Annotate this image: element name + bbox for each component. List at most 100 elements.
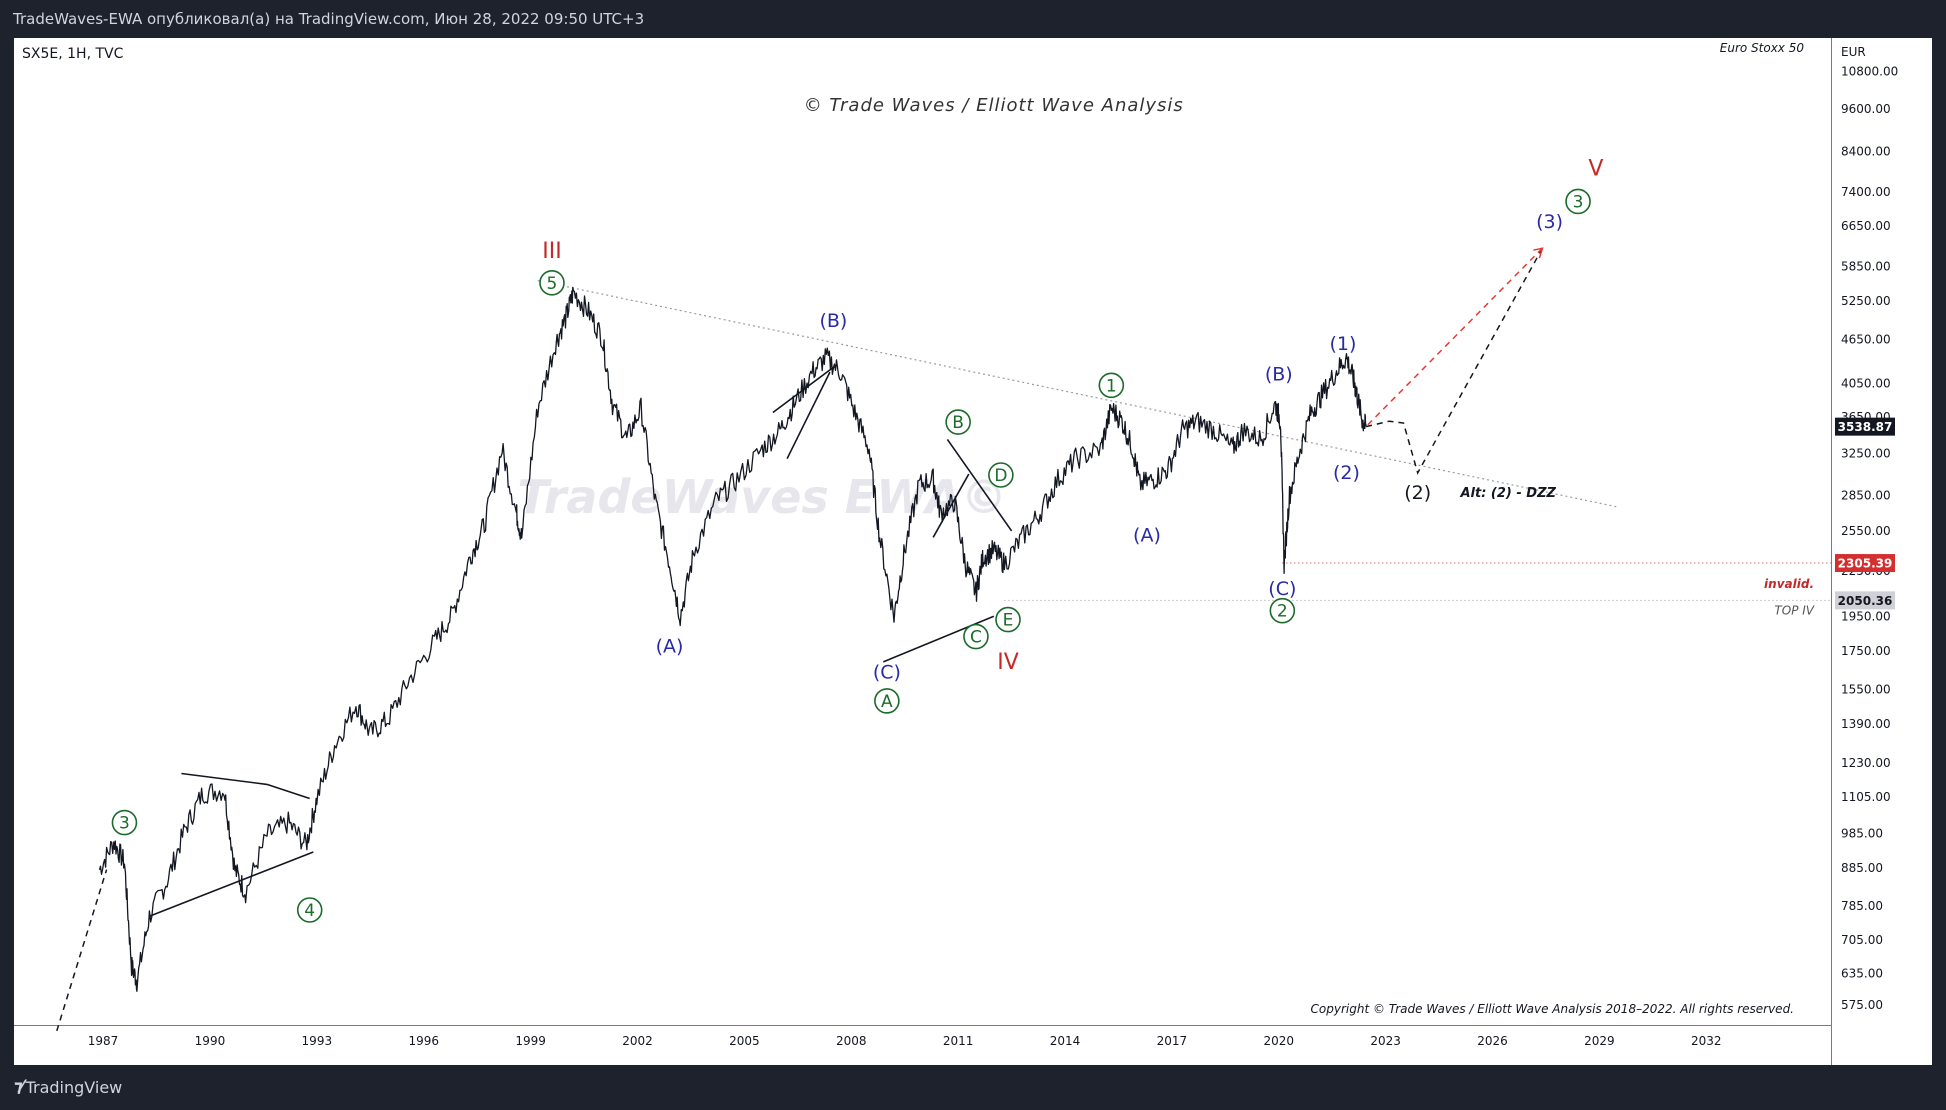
wave-label-c-14[interactable]: (C)	[1268, 578, 1296, 600]
wave-label-4-24[interactable]: 4	[304, 901, 315, 921]
publish-line: TradeWaves-EWA опубликовал(а) на Trading…	[13, 10, 645, 28]
projection-arrowhead	[1533, 247, 1544, 259]
wave-label-a-12[interactable]: (A)	[1133, 525, 1161, 547]
trendline-2[interactable]	[266, 783, 310, 800]
tradingview-logo-icon: ⁊⁄	[14, 1077, 23, 1097]
wave-label-iv-10[interactable]: IV	[997, 650, 1019, 675]
wave-label-3-23[interactable]: 3	[119, 814, 130, 834]
x-tick-label: 2005	[729, 1034, 760, 1048]
watermark: © Trade Waves / Elliott Wave Analysis	[804, 95, 1184, 116]
wave-label-c-8-circle	[963, 623, 989, 650]
projection-path-1[interactable]	[1365, 247, 1544, 475]
y-tick-label: 985.00	[1841, 827, 1883, 841]
x-tick-label: 1993	[302, 1034, 333, 1048]
y-tick-label: 3250.00	[1841, 447, 1891, 461]
wave-label-iii-0[interactable]: III	[542, 239, 561, 264]
level-caption-0: invalid.	[1764, 577, 1814, 591]
y-tick-label: 705.00	[1841, 933, 1883, 947]
price-label-current[interactable]: 3538.87	[1838, 420, 1893, 434]
y-tick-label: 575.00	[1841, 998, 1883, 1012]
y-tick-label: 4650.00	[1841, 333, 1891, 347]
wave-label-2-17[interactable]: (2)	[1333, 462, 1360, 484]
symbol-info[interactable]: SX5E, 1H, TVC	[22, 46, 124, 62]
x-tick-label: 2008	[836, 1034, 867, 1048]
x-tick-label: 2026	[1477, 1034, 1508, 1048]
instrument-name: Euro Stoxx 50	[1720, 41, 1805, 55]
y-tick-label: 5250.00	[1841, 294, 1891, 308]
y-tick-label: 1105.00	[1841, 790, 1891, 804]
wave-label-1-11[interactable]: 1	[1106, 376, 1117, 396]
y-tick-label: 6650.00	[1841, 219, 1891, 233]
price-label-current-bg	[1835, 417, 1895, 436]
wave-label-a-5[interactable]: A	[881, 692, 893, 712]
y-tick-label: 1230.00	[1841, 756, 1891, 770]
x-tick-label: 2002	[622, 1034, 653, 1048]
trendline-7[interactable]	[946, 438, 1013, 532]
y-tick-label: 8400.00	[1841, 145, 1891, 159]
trendline-0[interactable]	[537, 280, 1618, 508]
x-tick-label: 2032	[1691, 1034, 1722, 1048]
chart-canvas[interactable]: TradeWaves EWA©SX5E, 1H, TVC Euro Stoxx 5…	[14, 38, 1932, 1065]
y-tick-label: 1950.00	[1841, 609, 1891, 623]
wave-label-5-1-circle	[539, 270, 565, 296]
y-tick-label: 1550.00	[1841, 682, 1891, 696]
wave-label-3-23-circle	[111, 809, 138, 836]
wave-label-a-5-circle	[874, 688, 900, 714]
x-tick-label: 1999	[515, 1034, 546, 1048]
wave-label-c-4[interactable]: (C)	[873, 661, 901, 683]
wave-label-2-15[interactable]: 2	[1277, 602, 1288, 622]
price-label-invalid[interactable]: 2305.39	[1838, 557, 1893, 571]
x-tick-label: 1996	[408, 1034, 439, 1048]
publish-info: TradeWaves-EWA опубликовал(а) на Trading…	[0, 0, 1946, 38]
wave-label-3-21-circle	[1565, 188, 1591, 215]
x-tick-label: 2029	[1584, 1034, 1615, 1048]
x-tick-label: 1987	[88, 1034, 119, 1048]
price-label-invalid-bg	[1835, 554, 1895, 573]
copyright-note: Copyright © Trade Waves / Elliott Wave A…	[1311, 1002, 1794, 1016]
currency-label: EUR	[1841, 45, 1866, 59]
x-tick-label: 2023	[1370, 1034, 1401, 1048]
wave-label-1-16[interactable]: (1)	[1329, 333, 1356, 355]
footer: ⁊⁄ TradingView	[0, 1065, 1946, 1110]
wave-label-b-13[interactable]: (B)	[1265, 364, 1293, 386]
wave-label-v-22[interactable]: V	[1588, 157, 1603, 182]
y-tick-label: 1750.00	[1841, 644, 1891, 658]
trendline-8[interactable]	[932, 473, 970, 538]
trendline-5[interactable]	[786, 371, 831, 460]
y-tick-label: 9600.00	[1841, 102, 1891, 116]
y-tick-label: 885.00	[1841, 861, 1883, 875]
wave-label-1-11-circle	[1098, 372, 1125, 399]
wave-label-3-20[interactable]: (3)	[1536, 211, 1563, 233]
wave-label-alt2dzz-19[interactable]: Alt: (2) - DZZ	[1459, 486, 1556, 501]
y-tick-label: 2550.00	[1841, 524, 1891, 538]
tradingview-brand[interactable]: ⁊⁄ TradingView	[14, 1065, 122, 1110]
y-tick-label: 7400.00	[1841, 185, 1891, 199]
wave-label-b-6[interactable]: B	[952, 413, 964, 433]
y-tick-label: 2850.00	[1841, 489, 1891, 503]
price-label-top-iv[interactable]: 2050.36	[1838, 594, 1893, 608]
wave-label-b-6-circle	[945, 409, 971, 435]
wave-label-2-18[interactable]: (2)	[1404, 482, 1431, 504]
wave-label-a-3[interactable]: (A)	[656, 635, 684, 657]
wave-label-d-7-circle	[988, 462, 1014, 488]
wave-label-5-1[interactable]: 5	[547, 274, 558, 294]
price-label-top-iv-bg	[1835, 591, 1895, 610]
wave-label-2-15-circle	[1269, 597, 1296, 624]
x-tick-label: 2017	[1157, 1034, 1188, 1048]
y-tick-label: 4050.00	[1841, 377, 1891, 391]
wave-label-b-2[interactable]: (B)	[819, 310, 847, 332]
wave-label-e-9-circle	[995, 606, 1021, 633]
wave-label-d-7[interactable]: D	[994, 466, 1007, 486]
projection-path-2[interactable]	[1367, 247, 1543, 426]
chart-frame[interactable]: TradeWaves EWA© SX5E, 1H, TVC Euro Stoxx 5…	[14, 38, 1932, 1065]
price-series-line[interactable]	[98, 286, 1367, 992]
wave-label-4-24-circle	[296, 897, 323, 923]
wave-label-c-8[interactable]: C	[970, 628, 982, 648]
wave-label-3-21[interactable]: 3	[1573, 192, 1584, 212]
trendline-3[interactable]	[149, 851, 314, 917]
x-tick-label: 2020	[1264, 1034, 1295, 1048]
plot-area[interactable]	[14, 38, 1831, 1025]
trendline-1[interactable]	[181, 772, 268, 786]
wave-label-e-9[interactable]: E	[1003, 611, 1014, 631]
brand-name: TradingView	[25, 1078, 123, 1097]
